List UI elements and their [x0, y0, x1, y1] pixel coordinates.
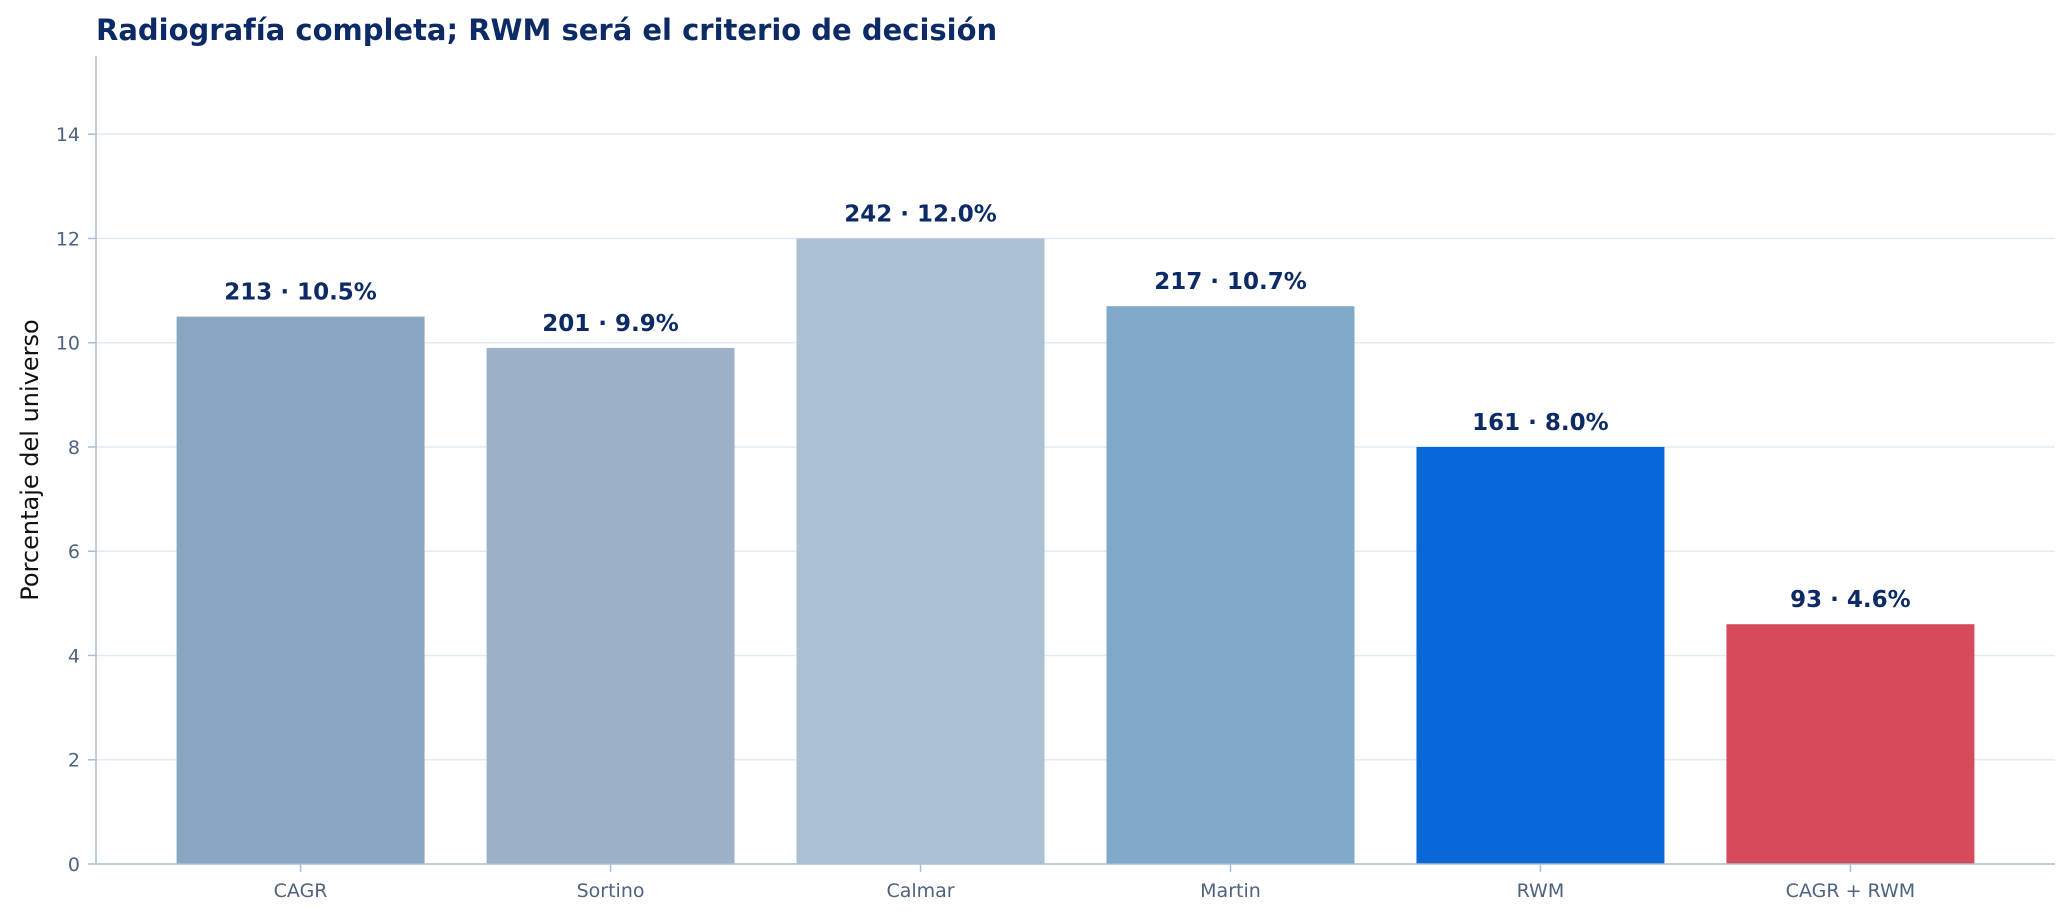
- bar-cagr-rwm: [1726, 624, 1975, 864]
- y-tick-label: 2: [68, 750, 80, 772]
- x-tick-label: CAGR: [274, 880, 328, 902]
- y-axis-label: Porcentaje del universo: [16, 319, 44, 600]
- bars: [176, 238, 1975, 865]
- y-tick-label: 14: [56, 124, 80, 146]
- x-tick-label: RWM: [1517, 880, 1565, 902]
- x-tick-label: Sortino: [577, 880, 645, 902]
- x-tick-label: Calmar: [886, 880, 954, 902]
- x-tick-label: Martin: [1200, 880, 1261, 902]
- bar-sortino: [486, 347, 735, 864]
- data-label: 242 · 12.0%: [844, 201, 997, 227]
- y-tick-label: 4: [68, 645, 80, 667]
- y-tick-label: 10: [56, 333, 80, 355]
- data-label: 217 · 10.7%: [1154, 269, 1307, 295]
- y-tick-label: 0: [68, 854, 80, 876]
- y-axis-ticks: 0 2 4 6 8 10 12 14: [56, 124, 96, 876]
- data-label: 161 · 8.0%: [1472, 410, 1609, 436]
- axes: [95, 56, 2055, 865]
- y-tick-label: 6: [68, 541, 80, 563]
- bar-rwm: [1416, 446, 1665, 864]
- chart-title: Radiografía completa; RWM será el criter…: [96, 13, 997, 47]
- x-tick-label: CAGR + RWM: [1786, 880, 1915, 902]
- data-label: 93 · 4.6%: [1790, 587, 1911, 613]
- bar-calmar: [796, 238, 1045, 865]
- x-axis-ticks: CAGR Sortino Calmar Martin RWM CAGR + RWM: [274, 864, 1915, 902]
- y-tick-label: 8: [68, 437, 80, 459]
- data-label: 201 · 9.9%: [542, 311, 679, 337]
- data-label: 213 · 10.5%: [224, 280, 377, 306]
- bar-martin: [1106, 306, 1355, 864]
- y-tick-label: 12: [56, 228, 80, 250]
- bar-cagr: [176, 316, 425, 865]
- data-labels: 213 · 10.5% 201 · 9.9% 242 · 12.0% 217 · 10…: [224, 201, 1910, 613]
